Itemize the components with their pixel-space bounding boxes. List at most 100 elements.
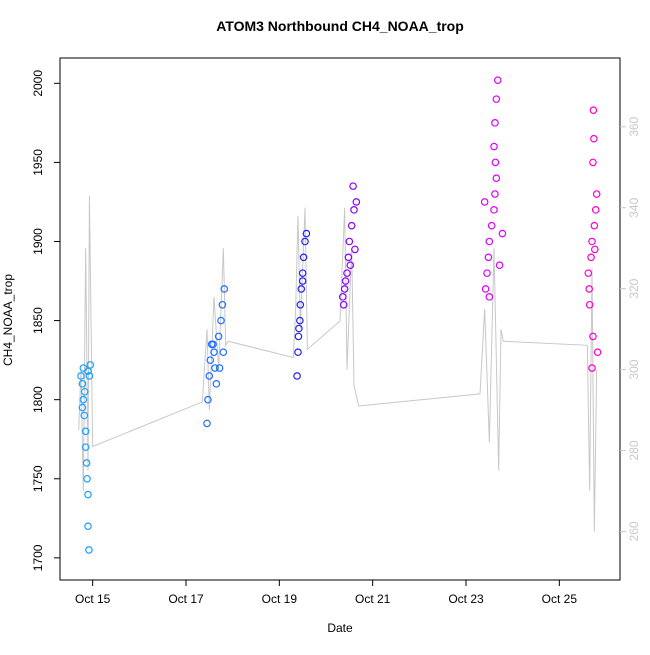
point	[205, 372, 214, 380]
point	[343, 269, 351, 277]
point	[591, 206, 600, 214]
point	[585, 300, 594, 309]
point	[84, 522, 92, 531]
point	[587, 253, 595, 262]
point	[346, 261, 355, 270]
point	[589, 332, 597, 341]
point	[78, 380, 87, 388]
point	[81, 427, 90, 436]
point	[78, 403, 87, 412]
point	[86, 361, 95, 369]
point	[349, 182, 357, 190]
point	[590, 221, 599, 230]
point	[298, 277, 307, 285]
point	[293, 372, 301, 380]
point	[339, 300, 348, 309]
point	[347, 221, 356, 230]
point	[217, 316, 225, 325]
point	[294, 332, 303, 341]
point	[214, 332, 223, 341]
point	[593, 348, 602, 357]
point	[81, 443, 90, 451]
point	[344, 253, 353, 262]
point	[298, 269, 307, 277]
point	[490, 142, 498, 151]
point	[495, 261, 504, 270]
point	[491, 119, 499, 127]
point	[590, 134, 598, 143]
point	[492, 95, 501, 103]
point	[203, 419, 211, 428]
y-tick-label: 1750	[31, 465, 45, 492]
y2-tick-label: 260	[627, 521, 641, 541]
point	[484, 253, 493, 262]
point	[84, 367, 92, 376]
point	[211, 364, 219, 372]
x-tick-label: Oct 23	[448, 592, 484, 606]
point	[212, 380, 221, 388]
point	[80, 387, 89, 396]
point	[83, 474, 91, 483]
point	[585, 285, 594, 293]
point	[592, 190, 601, 198]
point	[79, 395, 88, 404]
point	[490, 206, 498, 214]
y-tick-label: 2000	[31, 70, 45, 97]
point	[215, 364, 224, 372]
point	[219, 348, 228, 357]
point	[480, 198, 489, 206]
point	[204, 395, 212, 404]
x-tick-label: Oct 15	[75, 592, 111, 606]
point	[85, 372, 94, 380]
point	[345, 237, 354, 246]
x-axis-label: Date	[327, 621, 353, 635]
point	[584, 269, 593, 277]
line	[78, 195, 598, 532]
point	[77, 372, 85, 380]
point	[338, 293, 347, 301]
point	[82, 459, 91, 467]
point	[589, 158, 597, 167]
point	[487, 221, 496, 230]
point	[297, 285, 306, 293]
point	[491, 158, 500, 167]
x-tick-label: Oct 19	[262, 592, 298, 606]
point	[340, 285, 349, 293]
y-axis-label: CH4_NOAA_trop	[1, 274, 15, 366]
point	[296, 316, 304, 325]
point	[492, 174, 501, 183]
chart-title: ATOM3 Northbound CH4_NOAA_trop	[216, 18, 464, 34]
point	[588, 237, 596, 246]
x-tick-label: Oct 25	[542, 592, 578, 606]
point	[485, 293, 494, 301]
y-tick-label: 1950	[31, 149, 45, 176]
x-tick-label: Oct 21	[355, 592, 391, 606]
point	[295, 324, 303, 333]
point	[302, 229, 311, 238]
point	[590, 245, 599, 254]
point	[481, 285, 490, 293]
y2-tick-label: 300	[627, 359, 641, 379]
y2-tick-label: 340	[627, 197, 641, 217]
point	[299, 253, 308, 262]
point	[85, 546, 93, 554]
point	[493, 76, 502, 84]
point	[301, 237, 309, 246]
y-tick-label: 1900	[31, 228, 45, 255]
x-tick-label: Oct 17	[168, 592, 204, 606]
point	[296, 300, 305, 309]
point	[589, 106, 598, 115]
point	[352, 198, 361, 206]
point	[294, 348, 302, 357]
point	[218, 300, 227, 309]
point	[498, 229, 507, 238]
point	[350, 206, 358, 214]
point	[80, 411, 89, 420]
point	[79, 364, 88, 372]
y-tick-label: 1800	[31, 386, 45, 413]
point	[341, 277, 350, 285]
point	[485, 237, 494, 246]
y2-tick-label: 360	[627, 116, 641, 136]
point	[483, 269, 491, 277]
